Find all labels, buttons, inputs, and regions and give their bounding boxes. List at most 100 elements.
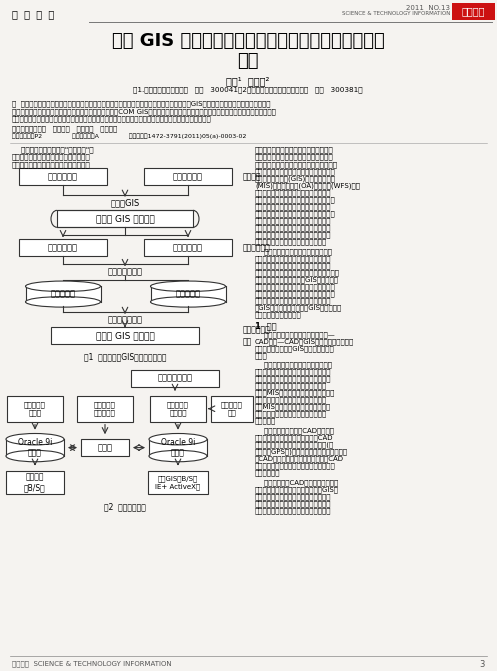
Text: 供成果的主要形式是纸质的图形和表册。: 供成果的主要形式是纸质的图形和表册。	[255, 376, 331, 382]
Text: 是指数据模型的一体化，并通过其一体化: 是指数据模型的一体化，并通过其一体化	[255, 203, 331, 210]
Text: 运行具有重要的现实意义。本文提出了基: 运行具有重要的现实意义。本文提出了基	[255, 297, 331, 304]
Text: 发展。: 发展。	[255, 352, 268, 358]
Bar	[6, 440, 64, 456]
Text: 成技术，对于解读数字化房产空间数据密数: 成技术，对于解读数字化房产空间数据密数	[255, 283, 336, 290]
Text: 1  引言: 1 引言	[255, 321, 277, 330]
Ellipse shape	[149, 433, 207, 445]
Text: 软件的绘图、编辑、制图功能快速地生成房: 软件的绘图、编辑、制图功能快速地生成房	[255, 462, 336, 469]
Text: 市现代化的进程。房产信息系统已经成为: 市现代化的进程。房产信息系统已经成为	[12, 161, 91, 168]
Text: 3: 3	[480, 660, 485, 669]
Text: 随着电子测量技术和CAD技术的发: 随着电子测量技术和CAD技术的发	[255, 427, 334, 434]
Text: 测绘成果入库: 测绘成果入库	[173, 243, 203, 252]
Text: 产分层分户图形的一体化，实现现状信息: 产分层分户图形的一体化，实现现状信息	[255, 224, 331, 231]
Text: 此时的房产信息化的发展还处于单机单: 此时的房产信息化的发展还处于单机单	[255, 383, 327, 389]
Text: 利用地理信息系统(GIS)，管理信息系统: 利用地理信息系统(GIS)，管理信息系统	[255, 175, 336, 182]
Text: 于CAD技术开发的房产测绘系统利用CAD: 于CAD技术开发的房产测绘系统利用CAD	[255, 456, 344, 462]
Text: 书的附页。: 书的附页。	[255, 418, 276, 424]
Text: 2011  NO.13: 2011 NO.13	[406, 5, 450, 11]
Text: 楼盘表手工
建立子系统: 楼盘表手工 建立子系统	[94, 402, 116, 416]
Text: 展，房产测绘步由全手工模式进入CAD: 展，房产测绘步由全手工模式进入CAD	[255, 435, 333, 442]
Text: 楼虚表: 楼虚表	[97, 443, 112, 452]
Text: 测绘备案管理: 测绘备案管理	[48, 243, 78, 252]
Text: 高  新  技  术: 高 新 技 术	[12, 9, 54, 19]
Text: 老数据转换
子系统: 老数据转换 子系统	[24, 402, 46, 416]
Text: 研究: 研究	[237, 52, 259, 70]
Bar	[151, 287, 226, 302]
Text: 之木，研究房产测绘与房产GIS的一体化集: 之木，研究房产测绘与房产GIS的一体化集	[255, 276, 339, 282]
FancyBboxPatch shape	[131, 370, 219, 386]
Text: 组件式GIS: 组件式GIS	[110, 199, 140, 207]
Text: 进技术，给集成和利用各类房产信息，达: 进技术，给集成和利用各类房产信息，达	[255, 189, 331, 196]
Text: 应用都离不开房产测绘的一体化集成。: 应用都离不开房产测绘的一体化集成。	[255, 238, 327, 245]
Text: 科技资讯: 科技资讯	[462, 7, 485, 17]
Text: 集成应用，系统建设就彻底了无源之草、无本: 集成应用，系统建设就彻底了无源之草、无本	[255, 269, 340, 276]
Text: 图1  基于组件式GIS实现的技术路线: 图1 基于组件式GIS实现的技术路线	[84, 352, 166, 362]
Text: Oracle 9i
图形库: Oracle 9i 图形库	[18, 438, 52, 458]
Ellipse shape	[25, 281, 100, 292]
Text: 基于 GIS 的房产测绘空间数据与属性数据集成新思路: 基于 GIS 的房产测绘空间数据与属性数据集成新思路	[112, 32, 384, 50]
Text: 房产信息化是我国当前"数字城市"建: 房产信息化是我国当前"数字城市"建	[12, 146, 93, 153]
Text: 化的管理信息系统，它以空间信息为核心，: 化的管理信息系统，它以空间信息为核心，	[255, 168, 336, 175]
Text: 空间数据库引擎: 空间数据库引擎	[107, 315, 143, 325]
FancyBboxPatch shape	[144, 240, 232, 256]
Ellipse shape	[151, 281, 226, 292]
Text: 空间数据库引擎: 空间数据库引擎	[107, 268, 143, 276]
Text: 国房产信息化发展的最新阶段，数字房产: 国房产信息化发展的最新阶段，数字房产	[255, 154, 334, 160]
Text: 的应用，可实现图形信息与业务信息、档案: 的应用，可实现图形信息与业务信息、档案	[255, 210, 336, 217]
Text: (MIS)，办公自动化(OA)，工作流(WFS)等先: (MIS)，办公自动化(OA)，工作流(WFS)等先	[255, 183, 360, 189]
FancyBboxPatch shape	[7, 396, 63, 421]
Text: 房产管理业务
人员: 房产管理业务 人员	[243, 325, 271, 346]
FancyBboxPatch shape	[211, 396, 253, 421]
Text: 业务和 GIS 处理系统: 业务和 GIS 处理系统	[95, 331, 155, 340]
Text: 现代房产管理的主要手段。数字房产是我: 现代房产管理的主要手段。数字房产是我	[255, 146, 334, 153]
Text: 中图分类号：P2               文献标识码：A               文章编号：1472-3791(2011)05(a)-0003-02: 中图分类号：P2 文献标识码：A 文章编号：1472-3791(2011)05(…	[12, 134, 247, 139]
Text: 属性数据库: 属性数据库	[175, 290, 200, 299]
Text: 与历史信息的一体化。所有这些一体化的: 与历史信息的一体化。所有这些一体化的	[255, 231, 331, 238]
Bar	[25, 287, 100, 302]
Ellipse shape	[6, 433, 64, 445]
Ellipse shape	[149, 450, 207, 462]
Text: 基础测绘子
系统: 基础测绘子 系统	[221, 402, 243, 416]
Text: SCIENCE & TECHNOLOGY INFORMATION: SCIENCE & TECHNOLOGY INFORMATION	[341, 11, 450, 16]
Text: 于GIS实现房产测绘与房产GIS一体化集成: 于GIS实现房产测绘与房产GIS一体化集成	[255, 304, 342, 311]
Text: 希望房产测绘系统在满足制图的前提下，: 希望房产测绘系统在满足制图的前提下，	[255, 501, 331, 507]
Text: 录入MIS系统。图形成果的利用仅限于: 录入MIS系统。图形成果的利用仅限于	[255, 404, 331, 411]
FancyBboxPatch shape	[19, 168, 107, 185]
FancyBboxPatch shape	[19, 240, 107, 256]
FancyBboxPatch shape	[144, 168, 232, 185]
Text: 摘  要：本文基于笔者多年从事房产测绘的相关工作经验，以房产测绘空间数据与属性数据通过GIS手段集成为研究对象，探讨了房产测: 摘 要：本文基于笔者多年从事房产测绘的相关工作经验，以房产测绘空间数据与属性数据…	[12, 101, 270, 107]
Text: 是以房产为对象进行数字化、网络化、一体: 是以房产为对象进行数字化、网络化、一体	[255, 161, 338, 168]
Text: 图2  总体结构设计: 图2 总体结构设计	[104, 503, 146, 511]
Text: 的重要来源，如果没有房产测绘的一体化: 的重要来源，如果没有房产测绘的一体化	[255, 262, 331, 269]
Text: 据的快速获取，更新，保证房产业务的正常: 据的快速获取，更新，保证房产业务的正常	[255, 290, 336, 297]
Text: 房产测绘是获取房产管理数据的主要: 房产测绘是获取房产管理数据的主要	[255, 248, 332, 255]
Text: 设的重要内容，房产信息化建设关系到城: 设的重要内容，房产信息化建设关系到城	[12, 154, 91, 160]
Bar	[57, 210, 193, 227]
Text: 在手工模式阶段，房产测绘的外业测: 在手工模式阶段，房产测绘的外业测	[255, 362, 332, 368]
FancyBboxPatch shape	[81, 439, 129, 456]
Text: 术在房产信息化建设中的应用，人们迫切: 术在房产信息化建设中的应用，人们迫切	[255, 493, 331, 500]
Text: 发证时将纸质图形粘贴到证书上作为证: 发证时将纸质图形粘贴到证书上作为证	[255, 411, 327, 417]
Text: 空间数据库: 空间数据库	[51, 290, 76, 299]
Text: 房产基础测绘: 房产基础测绘	[48, 172, 78, 181]
Text: 的集成主要是通过手工方式将属性信息: 的集成主要是通过手工方式将属性信息	[255, 397, 327, 403]
Text: 模式，外业测绘可以通过电子测量仪器(如: 模式，外业测绘可以通过电子测量仪器(如	[255, 442, 334, 448]
Ellipse shape	[25, 297, 100, 307]
Text: 的技术路线和总体框架。: 的技术路线和总体框架。	[255, 311, 302, 317]
FancyBboxPatch shape	[150, 396, 206, 421]
Text: 测绘成果入
库子系统: 测绘成果入 库子系统	[167, 402, 189, 416]
Text: 文件型 GIS 数据格式: 文件型 GIS 数据格式	[95, 214, 155, 223]
FancyBboxPatch shape	[77, 396, 133, 421]
Text: 项目测绘子系统: 项目测绘子系统	[158, 374, 192, 383]
Text: 在手工模式和CAD模式的阶段，房产: 在手工模式和CAD模式的阶段，房产	[255, 480, 338, 486]
Text: 关键词：房产测绘   信息系统   空间数据   属性数据: 关键词：房产测绘 信息系统 空间数据 属性数据	[12, 125, 117, 132]
Text: CAD模式—CAD和GIS混合模式三个阶段，: CAD模式—CAD和GIS混合模式三个阶段，	[255, 338, 354, 345]
Text: 测绘主要还是以制图为目的的，随着GIS技: 测绘主要还是以制图为目的的，随着GIS技	[255, 486, 339, 493]
FancyBboxPatch shape	[6, 470, 64, 495]
Text: 业务系统
（B/S）: 业务系统 （B/S）	[24, 473, 46, 493]
Text: 产测绘成果。: 产测绘成果。	[255, 470, 280, 476]
Text: 测绘管理人员: 测绘管理人员	[243, 243, 271, 252]
FancyBboxPatch shape	[148, 470, 208, 495]
Text: 手段，是数字房产中空间数据和属性数据: 手段，是数字房产中空间数据和属性数据	[255, 255, 331, 262]
Text: 测绘人员: 测绘人员	[243, 172, 261, 181]
